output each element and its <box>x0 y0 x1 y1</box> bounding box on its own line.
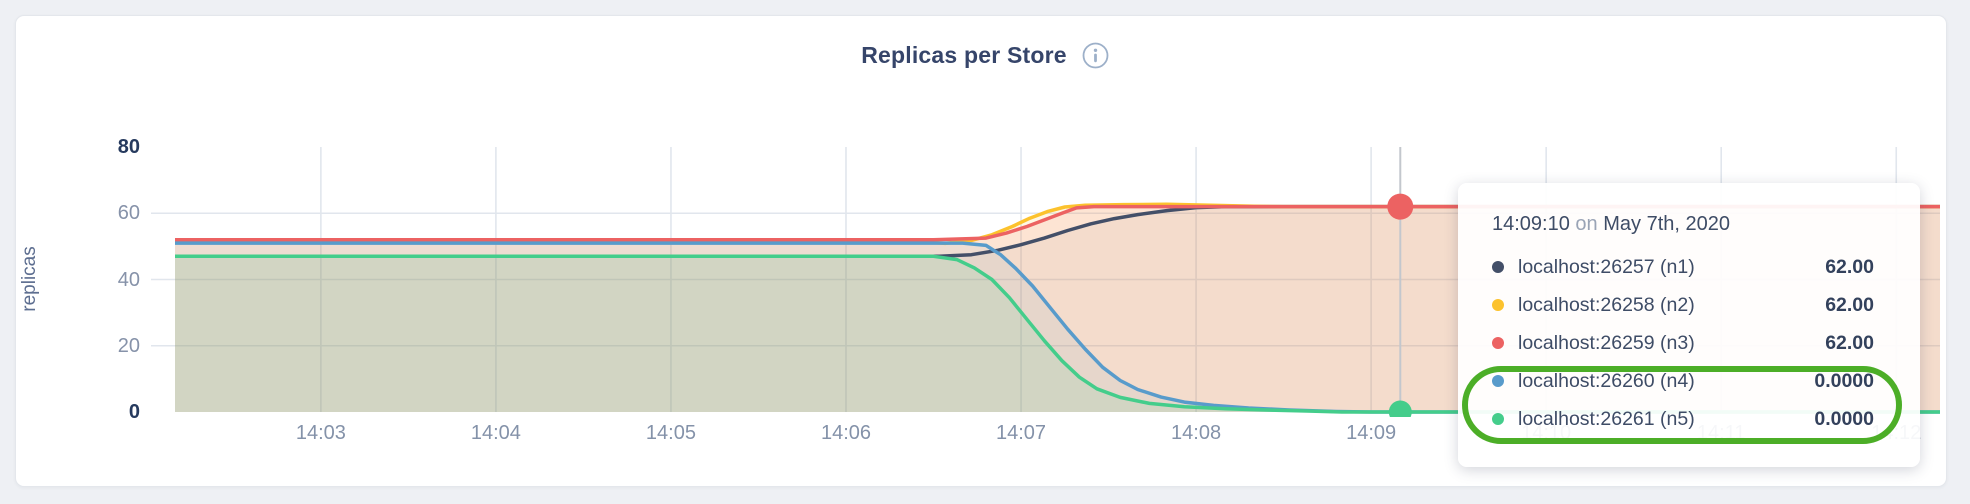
y-tick-60: 60 <box>117 202 140 225</box>
series-value: 62.00 <box>1825 293 1874 316</box>
tooltip-row-n4: localhost:26260 (n4) 0.0000 <box>1492 362 1874 400</box>
chart-title: Replicas per Store <box>861 42 1067 68</box>
series-label: localhost:26258 (n2) <box>1518 293 1695 316</box>
tooltip-title: 14:09:10 on May 7th, 2020 <box>1492 213 1874 236</box>
series-label: localhost:26261 (n5) <box>1518 407 1695 430</box>
series-lines <box>175 202 1940 414</box>
series-value: 62.00 <box>1825 255 1874 278</box>
series-area-n5 <box>175 256 1940 412</box>
series-line-n3 <box>175 204 1940 242</box>
tooltip-series-list: localhost:26257 (n1) 62.00 localhost:26258… <box>1492 248 1874 438</box>
x-tick-14-08: 14:08 <box>1171 422 1222 444</box>
y-tick-40: 40 <box>117 268 140 291</box>
series-color-dot-n4 <box>1492 375 1504 387</box>
series-label: localhost:26257 (n1) <box>1518 255 1695 278</box>
y-tick-80: 80 <box>117 136 140 158</box>
series-value: 0.0000 <box>1814 369 1874 392</box>
series-value: 62.00 <box>1825 331 1874 354</box>
series-color-dot-n5 <box>1492 413 1504 425</box>
tooltip-row-n2: localhost:26258 (n2) 62.00 <box>1492 286 1874 324</box>
x-tick-14-06: 14:06 <box>820 422 872 444</box>
tooltip-conjunction: on <box>1575 213 1598 235</box>
tooltip-row-n5: localhost:26261 (n5) 0.0000 <box>1492 400 1874 438</box>
tooltip-row-n3: localhost:26259 (n3) 62.00 <box>1492 324 1874 362</box>
x-tick-14-05: 14:05 <box>645 422 696 444</box>
y-tick-20: 20 <box>117 334 140 357</box>
hover-marker-n5 <box>1388 400 1412 417</box>
series-value: 0.0000 <box>1814 407 1874 430</box>
series-color-dot-n3 <box>1492 337 1504 349</box>
tooltip-date: May 7th, 2020 <box>1603 213 1730 235</box>
x-tick-14-04: 14:04 <box>470 422 521 444</box>
series-label: localhost:26260 (n4) <box>1518 369 1695 392</box>
hover-marker-n3 <box>1387 193 1414 220</box>
series-color-dot-n2 <box>1492 299 1504 311</box>
info-icon[interactable] <box>1082 42 1109 69</box>
chart-tooltip: 14:09:10 on May 7th, 2020 localhost:2625… <box>1458 183 1920 467</box>
hover-indicator <box>1387 147 1414 417</box>
tooltip-time: 14:09:10 <box>1492 213 1570 235</box>
y-tick-0: 0 <box>128 401 140 423</box>
chart-header: Replicas per Store <box>0 42 1970 69</box>
x-tick-14-07: 14:07 <box>996 422 1047 444</box>
series-line-n5 <box>175 254 1940 414</box>
series-label: localhost:26259 (n3) <box>1518 331 1695 354</box>
series-area-n4 <box>175 243 1940 412</box>
series-color-dot-n1 <box>1492 261 1504 273</box>
x-tick-14-03: 14:03 <box>295 422 346 444</box>
tooltip-row-n1: localhost:26257 (n1) 62.00 <box>1492 248 1874 286</box>
x-tick-14-09: 14:09 <box>1346 422 1397 444</box>
